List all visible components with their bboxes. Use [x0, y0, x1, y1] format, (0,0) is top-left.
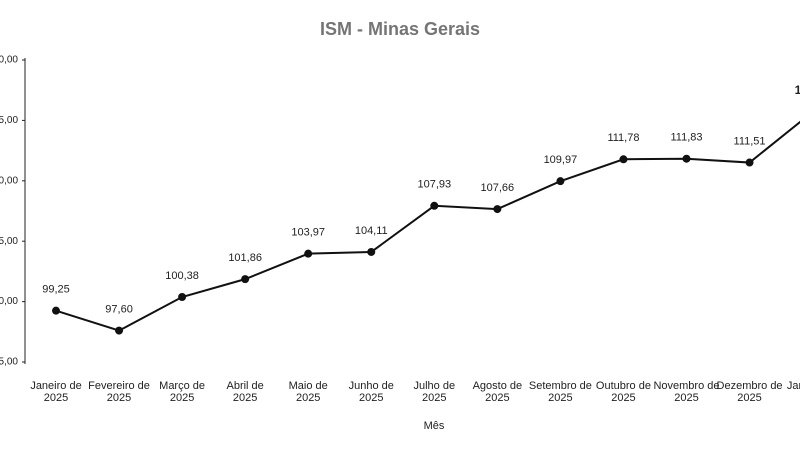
y-tick-label: 120,00	[0, 55, 18, 66]
point	[619, 155, 628, 164]
x-tick-label: Novembro de 2025	[653, 380, 719, 404]
data-label: 104,11	[355, 225, 388, 237]
x-tick-label: Agosto de 2025	[473, 380, 523, 404]
x-tick-label: Setembro de 2025	[529, 380, 592, 404]
data-label: 111,83	[670, 132, 702, 144]
y-tick-label: 105,00	[0, 236, 18, 247]
data-label: 111,51	[734, 135, 766, 147]
x-tick-label: Junho de 2025	[349, 380, 394, 404]
point	[115, 326, 124, 335]
data-label: 107,93	[417, 179, 451, 191]
point	[493, 205, 502, 214]
x-tick-label: Abril de 2025	[227, 380, 264, 404]
data-label: 103,97	[291, 227, 325, 239]
y-tick-label: 95,00	[0, 357, 18, 368]
x-tick-label: Julho de 2025	[414, 380, 456, 404]
point	[682, 154, 691, 163]
point	[556, 177, 565, 186]
data-label: 97,60	[105, 303, 133, 315]
data-label: 111,78	[607, 132, 639, 144]
y-tick-label: 110,00	[0, 175, 18, 186]
point	[304, 249, 313, 258]
point	[52, 306, 60, 315]
y-tick-label: 100,00	[0, 296, 18, 307]
point	[430, 201, 439, 210]
x-tick-label: Janeiro de2026	[787, 380, 800, 404]
data-label: 115,70	[795, 83, 800, 97]
x-tick-label: Fevereiro de 2025	[88, 380, 150, 404]
x-tick-label: Março de 2025	[159, 380, 205, 404]
data-label: 101,86	[228, 252, 262, 264]
x-tick-label: Maio de 2025	[289, 380, 328, 404]
point	[745, 158, 754, 167]
x-tick-label: Dezembro de 2025	[717, 380, 783, 404]
point	[178, 293, 187, 302]
line	[55, 120, 800, 332]
data-label: 109,97	[544, 154, 578, 166]
data-label: 107,66	[481, 182, 515, 194]
x-axis-label: Mês	[424, 420, 445, 432]
point	[367, 247, 376, 256]
x-tick-label: Janeiro de 2025	[30, 380, 81, 404]
y-tick-label: 115,00	[0, 115, 18, 126]
data-label: 100,38	[165, 270, 199, 282]
point	[241, 275, 250, 284]
chart-title: ISM - Minas Gerais	[320, 19, 480, 39]
data-label: 99,25	[42, 284, 70, 296]
x-tick-label: Outubro de 2025	[596, 380, 651, 404]
